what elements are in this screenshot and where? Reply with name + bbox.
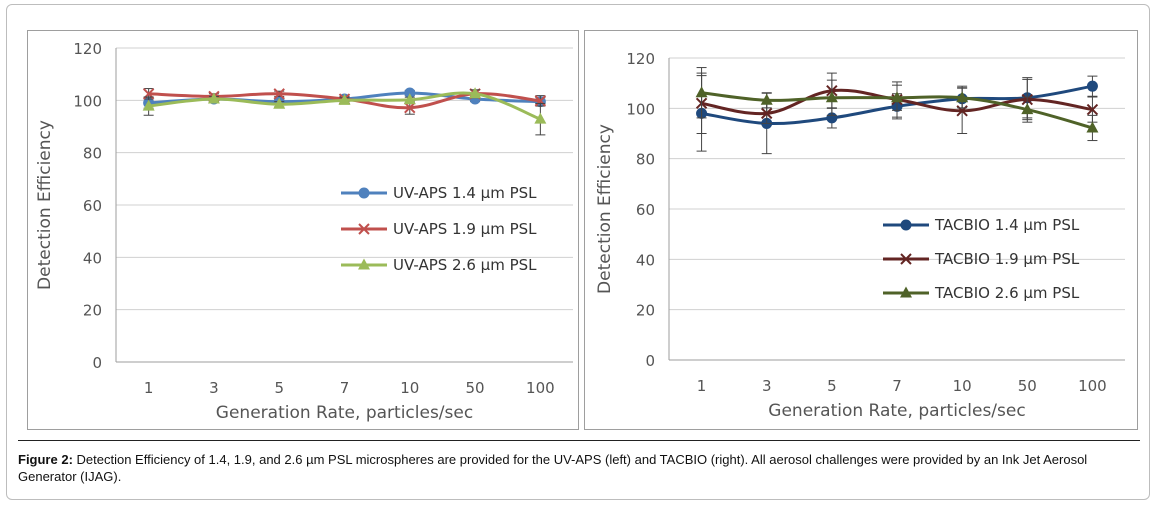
tacbio-x-tick-label: 1 bbox=[697, 377, 707, 395]
tacbio-x-axis-title: Generation Rate, particles/sec bbox=[768, 401, 1025, 421]
tacbio-legend-marker-3 bbox=[900, 286, 912, 298]
uvaps-legend-marker-2 bbox=[358, 223, 370, 235]
uvaps-point-2 bbox=[273, 88, 285, 100]
uvaps-y-tick-label: 40 bbox=[83, 249, 102, 267]
uvaps-point-3 bbox=[469, 87, 482, 99]
uvaps-y-tick-label: 20 bbox=[83, 302, 102, 320]
uvaps-legend-label-2: UV-APS 1.9 µm PSL bbox=[393, 220, 537, 238]
tacbio-x-tick-label: 50 bbox=[1018, 377, 1037, 395]
uvaps-legend-label-1: UV-APS 1.4 µm PSL bbox=[393, 184, 537, 202]
uvaps-point-2 bbox=[404, 101, 416, 114]
uvaps-point-1 bbox=[404, 87, 416, 99]
uvaps-point-3 bbox=[207, 92, 220, 104]
uvaps-y-axis-title: Detection Efficiency bbox=[35, 120, 55, 290]
tacbio-x-tick-label: 5 bbox=[827, 377, 837, 395]
caption-label: Figure 2: bbox=[18, 452, 73, 467]
tacbio-y-tick-label: 20 bbox=[636, 302, 655, 320]
tacbio-point-2 bbox=[761, 107, 773, 120]
uvaps-y-tick-label: 0 bbox=[92, 354, 102, 372]
chart-tacbio: 0 20 40 60 80 100 120 1 3 5 7 10 50 100 Generation Rat… bbox=[595, 50, 1125, 421]
caption-text: Detection Efficiency of 1.4, 1.9, and 2.… bbox=[18, 452, 1088, 484]
uvaps-legend-marker-3 bbox=[358, 258, 370, 270]
uvaps-point-3 bbox=[142, 99, 155, 111]
chart-panel-uvaps: 0 20 40 60 80 100 120 1 3 5 7 10 50 100 Generation Rat… bbox=[27, 30, 579, 430]
uvaps-x-tick-label: 10 bbox=[400, 379, 419, 397]
tacbio-legend-label-3: TACBIO 2.6 µm PSL bbox=[934, 284, 1080, 302]
chart-uvaps: 0 20 40 60 80 100 120 1 3 5 7 10 50 100 Generation Rat… bbox=[35, 40, 573, 423]
uvaps-x-tick-label: 3 bbox=[209, 379, 219, 397]
tacbio-y-tick-label: 0 bbox=[645, 352, 655, 370]
uvaps-point-3 bbox=[534, 112, 547, 124]
caption-divider bbox=[18, 440, 1140, 441]
tacbio-x-tick-label: 10 bbox=[953, 377, 972, 395]
tacbio-legend-label-2: TACBIO 1.9 µm PSL bbox=[934, 250, 1080, 268]
uvaps-y-tick-label: 120 bbox=[73, 40, 102, 58]
tacbio-point-3 bbox=[1021, 103, 1034, 115]
uvaps-legend-marker-1 bbox=[358, 187, 370, 199]
tacbio-y-tick-label: 120 bbox=[626, 50, 655, 68]
uvaps-y-tick-label: 100 bbox=[73, 92, 102, 110]
tacbio-y-tick-label: 100 bbox=[626, 100, 655, 118]
tacbio-x-tick-label: 100 bbox=[1078, 377, 1107, 395]
uvaps-legend-label-3: UV-APS 2.6 µm PSL bbox=[393, 256, 537, 274]
uvaps-x-tick-label: 50 bbox=[466, 379, 485, 397]
tacbio-legend-label-1: TACBIO 1.4 µm PSL bbox=[934, 216, 1080, 234]
uvaps-y-tick-label: 60 bbox=[83, 197, 102, 215]
tacbio-point-2 bbox=[1086, 103, 1099, 116]
uvaps-x-tick-label: 1 bbox=[144, 379, 154, 397]
tacbio-point-3 bbox=[1086, 121, 1099, 133]
tacbio-y-tick-label: 40 bbox=[636, 251, 655, 269]
uvaps-x-axis-title: Generation Rate, particles/sec bbox=[216, 403, 473, 423]
uvaps-x-tick-label: 100 bbox=[526, 379, 555, 397]
figure-caption: Figure 2: Detection Efficiency of 1.4, 1… bbox=[18, 451, 1143, 485]
uvaps-point-3 bbox=[338, 93, 351, 105]
tacbio-point-3 bbox=[760, 93, 773, 105]
tacbio-y-tick-label: 60 bbox=[636, 201, 655, 219]
tacbio-point-3 bbox=[956, 91, 969, 103]
uvaps-x-tick-label: 5 bbox=[274, 379, 284, 397]
tacbio-legend-marker-1 bbox=[900, 219, 912, 231]
tacbio-point-1 bbox=[1086, 80, 1098, 92]
uvaps-y-tick-label: 80 bbox=[83, 145, 102, 163]
tacbio-point-3 bbox=[891, 91, 903, 103]
chart-panel-tacbio: 0 20 40 60 80 100 120 1 3 5 7 10 50 100 Generation Rat… bbox=[584, 30, 1138, 430]
tacbio-point-3 bbox=[825, 91, 838, 103]
uvaps-point-3 bbox=[273, 97, 286, 109]
tacbio-y-tick-label: 80 bbox=[636, 151, 655, 169]
tacbio-y-axis-title: Detection Efficiency bbox=[595, 124, 615, 294]
uvaps-x-tick-label: 7 bbox=[340, 379, 350, 397]
uvaps-point-2 bbox=[534, 95, 547, 107]
tacbio-legend-marker-2 bbox=[900, 253, 912, 265]
uvaps-point-3 bbox=[403, 93, 416, 105]
tacbio-x-tick-label: 3 bbox=[762, 377, 772, 395]
tacbio-point-3 bbox=[695, 86, 708, 98]
tacbio-x-tick-label: 7 bbox=[892, 377, 902, 395]
